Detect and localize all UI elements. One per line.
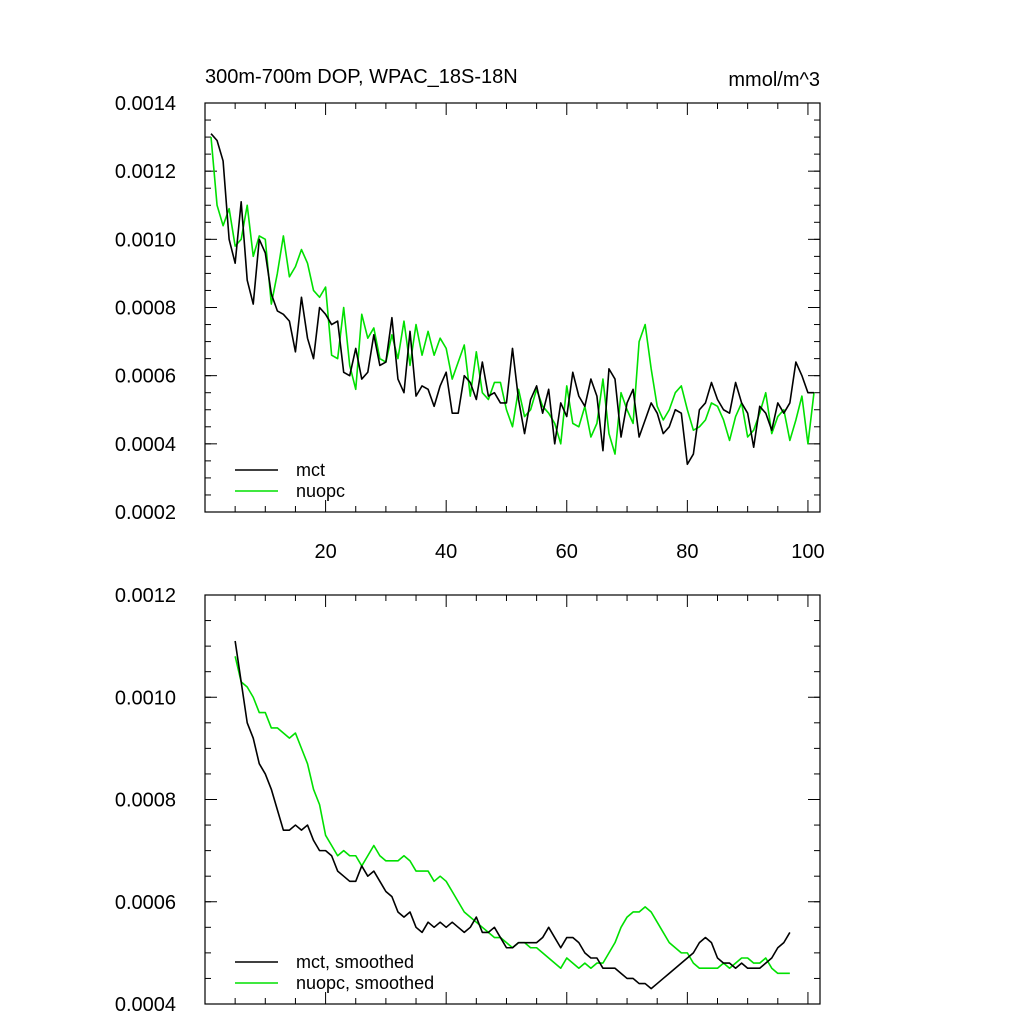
y-tick-label: 0.0004 xyxy=(115,994,176,1016)
series-line-black xyxy=(234,640,791,990)
legend-label: mct, smoothed xyxy=(296,952,414,972)
x-tick-label: 100 xyxy=(791,541,824,563)
y-tick-label: 0.0012 xyxy=(115,161,176,183)
x-tick-label: 60 xyxy=(556,541,578,563)
x-tick-label: 80 xyxy=(676,541,698,563)
top-chart-title: 300m-700m DOP, WPAC_18S-18N xyxy=(205,66,518,88)
bottom-chart-plot-frame xyxy=(204,594,821,1005)
bottom-chart-series-lines xyxy=(234,640,791,990)
top-chart-tick-labels: 0.0002 0.0004 0.0006 0.0008 0.0010 0.0012 0.00… xyxy=(115,93,825,563)
legend-label: mct xyxy=(296,460,325,480)
top-chart-panel: 300m-700m DOP, WPAC_18S-18N mmol/m^3 0.0… xyxy=(115,66,825,563)
x-tick-label: 40 xyxy=(435,541,457,563)
y-tick-label: 0.0010 xyxy=(115,687,176,709)
y-tick-label: 0.0002 xyxy=(115,502,176,524)
y-tick-label: 0.0014 xyxy=(115,93,176,115)
y-tick-label: 0.0010 xyxy=(115,229,176,251)
y-tick-label: 0.0006 xyxy=(115,892,176,914)
bottom-chart-tick-labels: 0.0004 0.0006 0.0008 0.0010 0.0012 xyxy=(115,585,176,1016)
x-tick-label: 20 xyxy=(314,541,336,563)
top-chart-units: mmol/m^3 xyxy=(728,69,820,91)
bottom-chart-ticks xyxy=(205,594,820,1005)
y-tick-label: 0.0012 xyxy=(115,585,176,607)
legend-label: nuopc, smoothed xyxy=(296,973,434,993)
y-tick-label: 0.0004 xyxy=(115,434,176,456)
legend-label: nuopc xyxy=(296,481,345,501)
top-chart-series-lines xyxy=(210,133,815,466)
y-tick-label: 0.0006 xyxy=(115,366,176,388)
y-tick-label: 0.0008 xyxy=(115,298,176,320)
top-chart-ticks xyxy=(205,102,820,513)
series-line-black xyxy=(210,133,814,466)
bottom-chart-panel: 0.0004 0.0006 0.0008 0.0010 0.0012 mct, smoo… xyxy=(115,585,821,1016)
series-line-green xyxy=(210,137,815,455)
y-tick-label: 0.0008 xyxy=(115,790,176,812)
series-line-green xyxy=(234,656,790,975)
top-chart-plot-frame xyxy=(204,102,821,513)
